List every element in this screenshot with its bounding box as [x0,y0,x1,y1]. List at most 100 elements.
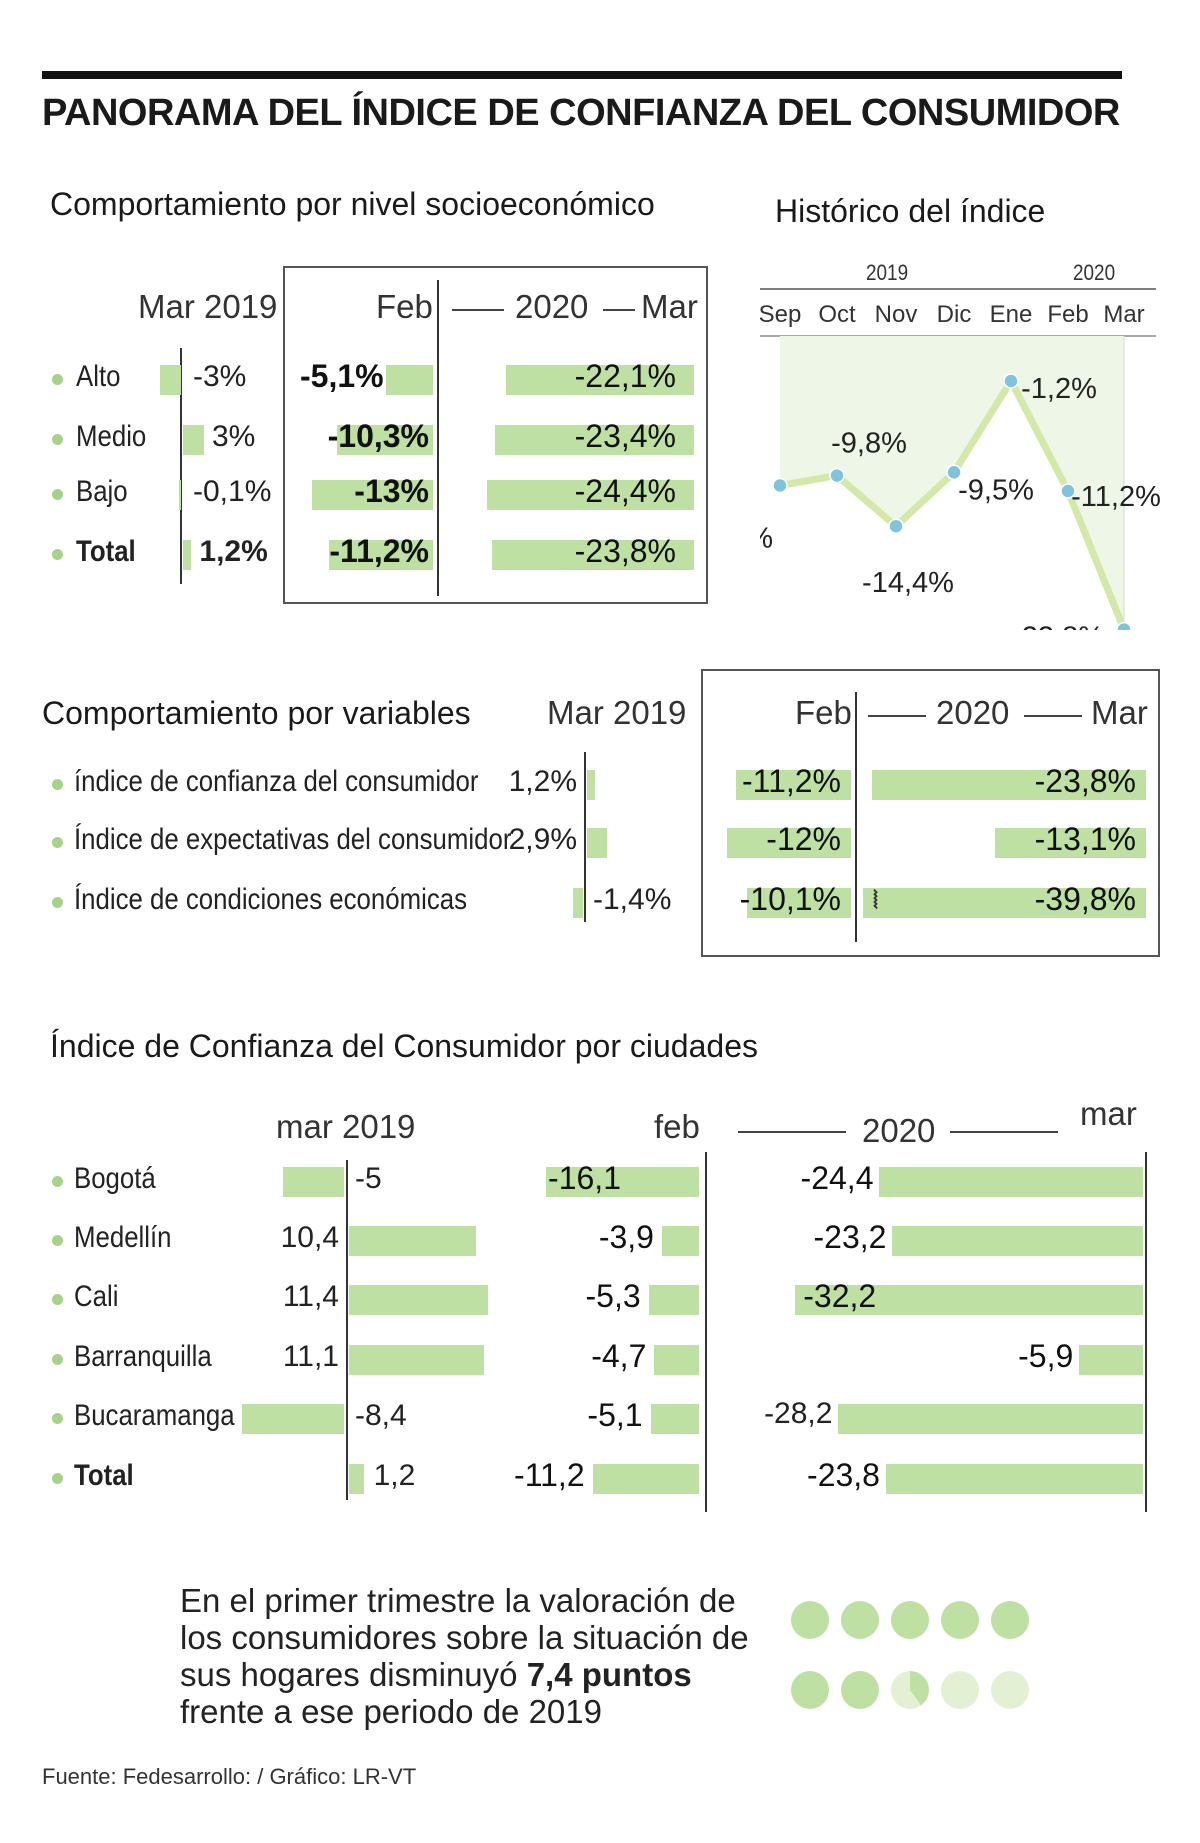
bullet-dot [52,434,63,445]
socio-box [283,266,708,604]
socio-value-mar: -22,1% [574,358,676,394]
cities-header-rule-right [950,1131,1058,1133]
city-bar-2019 [241,1404,344,1434]
cities-axis-2019 [346,1160,348,1500]
variable-value-mar: -39,8% [1034,881,1136,917]
month-tick-label: Feb [1047,301,1088,328]
socio-bar-feb [337,425,433,455]
variable-value-feb: -12% [766,821,841,857]
month-tick-label: Ene [990,301,1033,328]
city-value-feb: -5,3 [585,1278,641,1314]
socio-bar-feb [312,480,433,510]
data-point [772,477,788,494]
socio-bar-mar [491,540,694,570]
month-tick-label: Nov [875,301,918,328]
socio-bar-2019 [160,365,181,395]
socio-value-feb: -5,1% [299,358,384,394]
variable-bar-feb [727,828,851,858]
city-row-label: Cali [74,1280,119,1313]
socio-bar-2019 [183,540,192,570]
top-rule [42,71,1122,79]
area-fill [780,336,1124,630]
bullet-dot [52,897,63,908]
point-data-label: -10,7% [760,523,773,555]
city-value-2019: 1,2 [373,1459,416,1492]
bullet-dot [52,1176,63,1187]
socio-value-mar: -24,4% [574,473,676,509]
variable-value-feb: -10,1% [739,881,841,917]
city-value-mar: -5,9 [1018,1338,1074,1374]
variable-bar-feb [735,770,851,800]
variables-box [701,669,1160,957]
socio-value-mar: -23,8% [574,533,676,569]
socio-value-mar: -23,4% [574,418,676,454]
cities-header-mar2019: mar 2019 [276,1108,416,1145]
socio-header-mar2019: Mar 2019 [138,288,278,325]
point-data-label: -11,2% [1071,481,1161,513]
variable-value-mar: -23,8% [1034,763,1136,799]
year-label-2019: 2019 [866,260,909,285]
point-data-label: -9,8% [831,428,907,460]
socio-value-2019: -3% [193,360,247,393]
city-bar-mar [879,1167,1143,1197]
socio-bar-feb [328,540,433,570]
city-value-feb: -4,7 [591,1338,647,1374]
socio-bar-feb [385,365,433,395]
bullet-dot [52,549,63,560]
city-row-label: Bucaramanga [74,1399,235,1432]
cities-axis-feb [705,1152,707,1512]
city-value-2019: 11,4 [282,1280,339,1313]
socio-axis-2019 [180,348,182,584]
socio-row-label: Medio [76,420,147,453]
source-credit: Fuente: Fedesarrollo: / Gráfico: LR-VT [42,1764,417,1789]
city-bar-feb [650,1404,699,1434]
point-circle [841,1671,879,1709]
point-circle [791,1671,829,1709]
socio-header-feb: Feb [376,288,433,325]
point-data-label: -9,5% [958,474,1034,506]
month-tick-label: Dic [937,301,972,328]
socio-axis-2020 [437,280,439,596]
city-bar-feb [654,1345,699,1375]
variables-header-mar: Mar [1091,694,1148,731]
socio-title: Comportamiento por nivel socioeconómico [50,186,655,222]
city-bar-mar [885,1464,1143,1494]
bullet-dot [52,837,63,848]
city-bar-2019 [349,1285,489,1315]
bullet-dot [52,489,63,500]
note-text-before: En el primer trimestre la valoración de … [180,1582,749,1693]
point-circle [941,1601,979,1639]
city-value-mar: -28,2 [764,1397,833,1430]
city-row-label: Medellín [74,1221,172,1254]
city-row-label: Barranquilla [74,1340,212,1373]
point-circle [841,1601,879,1639]
point-circle [891,1601,929,1639]
bullet-dot [52,1473,63,1484]
variable-value-feb: -11,2% [741,763,841,799]
cities-header-mar: mar [1080,1095,1137,1132]
city-bar-2019 [349,1226,476,1256]
socio-row-label: Total [76,535,136,568]
main-title: PANORAMA DEL ÍNDICE DE CONFIANZA DEL CON… [42,92,1120,134]
variable-value-2019: 1,2% [508,765,577,798]
city-bar-mar [892,1226,1143,1256]
variables-axis-2020 [855,692,857,942]
variable-value-2019: -1,4% [593,883,672,916]
socio-header-mar: Mar [641,288,698,325]
variable-bar-feb [746,888,851,918]
month-tick-label: Mar [1103,301,1144,328]
data-point [1116,621,1132,630]
city-value-2019: -8,4 [355,1399,407,1432]
variables-header-year: 2020 [936,694,1010,731]
summary-note: En el primer trimestre la valoración de … [180,1582,780,1730]
point-data-label: -23,8% [1012,622,1104,630]
city-bar-mar [795,1285,1143,1315]
note-text-after: frente a ese periodo de 2019 [180,1693,602,1730]
city-value-feb: -11,2 [514,1457,585,1493]
socio-bar-mar [486,480,694,510]
variables-header-rule-right [1024,715,1082,717]
point-data-label: -1,2% [1021,373,1097,405]
variable-bar-2019 [587,770,596,800]
chart-title: Histórico del índice [775,193,1046,229]
variables-header-mar2019: Mar 2019 [547,694,687,731]
